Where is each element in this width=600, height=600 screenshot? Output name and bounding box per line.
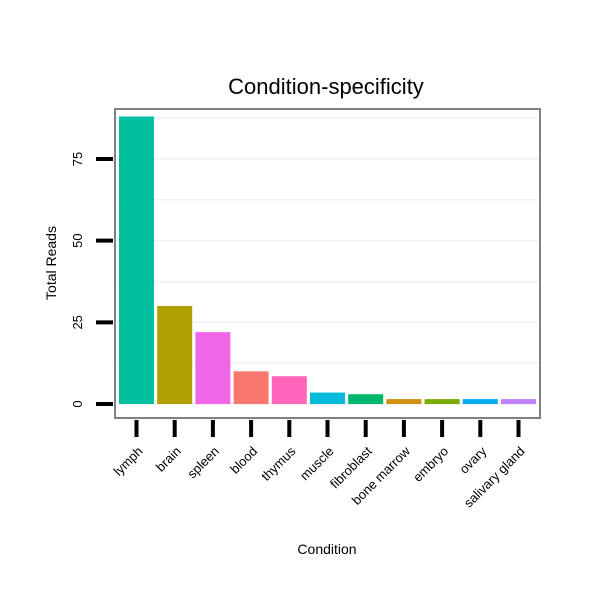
y-tick-label-75: 75 — [70, 152, 85, 166]
x-tick-label-thymus: thymus — [258, 443, 299, 484]
y-axis-title: Total Reads — [43, 226, 59, 300]
bar-ovary — [462, 399, 498, 404]
chart-title: Condition-specificity — [228, 74, 424, 99]
x-tick-label-spleen: spleen — [184, 444, 222, 482]
x-tick-label-blood: blood — [227, 444, 260, 477]
y-axis: 0 25 50 75 — [70, 152, 113, 408]
bar-muscle — [310, 392, 345, 404]
x-tick-label-ovary: ovary — [456, 443, 489, 476]
bar-bone-marrow — [386, 399, 422, 404]
bar-thymus — [271, 376, 307, 404]
x-tick-label-lymph: lymph — [110, 444, 145, 479]
bars — [119, 116, 536, 404]
bar-spleen — [195, 332, 231, 404]
x-axis-title: Condition — [297, 541, 356, 557]
y-tick-label-0: 0 — [70, 400, 85, 407]
bar-fibroblast — [348, 394, 384, 404]
bar-salivary-gland — [501, 399, 536, 404]
bar-brain — [157, 305, 193, 404]
plot-border — [114, 108, 541, 419]
y-tick-label-50: 50 — [70, 233, 85, 247]
bar-blood — [233, 371, 269, 404]
bar-embryo — [424, 399, 460, 404]
x-axis: lymph brain spleen bloodthymusmusclefibrobl… — [110, 420, 528, 510]
x-tick-label-brain: brain — [153, 444, 184, 475]
bar-lymph — [119, 116, 154, 404]
x-tick-label-embryo: embryo — [410, 444, 451, 485]
y-tick-label-25: 25 — [70, 315, 85, 329]
